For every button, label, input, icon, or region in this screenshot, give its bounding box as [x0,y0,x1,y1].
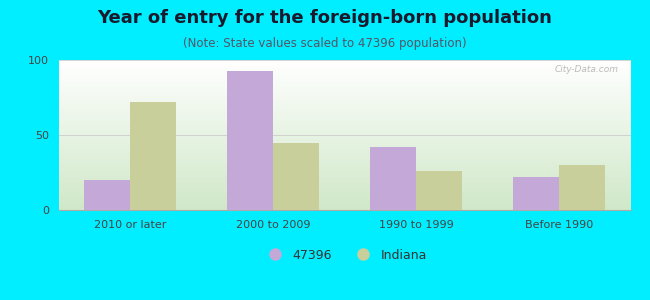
Bar [273,142,318,210]
Text: Year of entry for the foreign-born population: Year of entry for the foreign-born popul… [98,9,552,27]
Bar [514,177,559,210]
Text: (Note: State values scaled to 47396 population): (Note: State values scaled to 47396 popu… [183,38,467,50]
Bar [130,102,176,210]
Bar [559,165,604,210]
Bar [416,171,462,210]
Bar [370,147,416,210]
Bar [84,180,130,210]
Legend: 47396, Indiana: 47396, Indiana [257,244,432,267]
Text: City-Data.com: City-Data.com [555,64,619,74]
Bar [227,70,273,210]
